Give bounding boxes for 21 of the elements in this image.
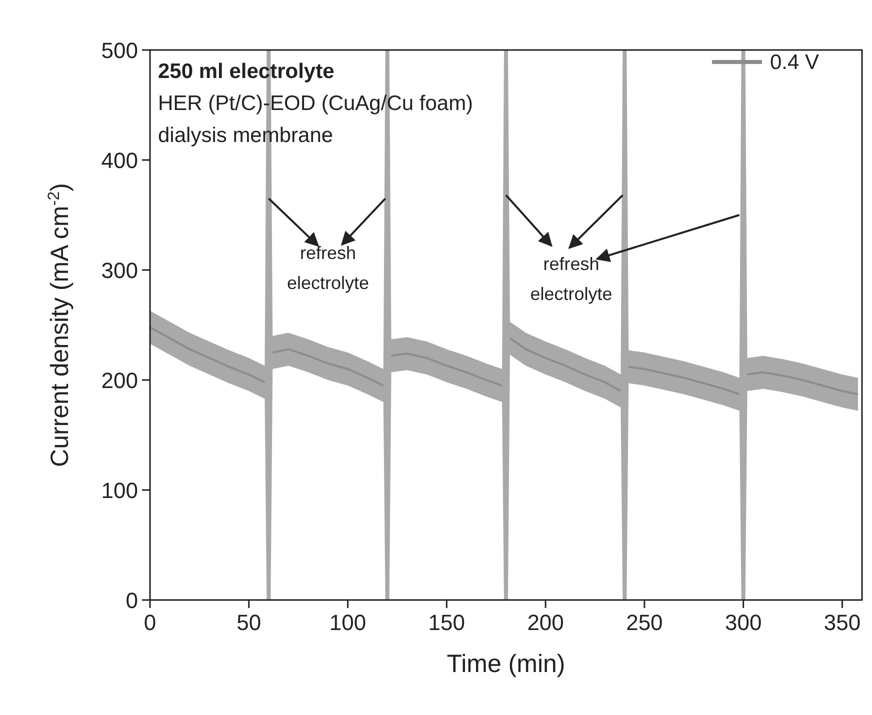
x-axis-title: Time (min): [446, 650, 566, 678]
annotation: 250 ml electrolyte: [158, 60, 334, 83]
annotation: refresh electrolyte: [530, 254, 612, 304]
x-tick-label: 150: [428, 610, 466, 635]
y-tick-label: 300: [101, 258, 138, 283]
y-tick-label: 100: [101, 478, 138, 503]
x-tick-label: 350: [824, 610, 861, 635]
x-tick-label: 300: [724, 610, 762, 635]
annotation: refresh electrolyte: [286, 243, 370, 293]
x-tick-label: 250: [626, 610, 663, 635]
x-tick-label: 0: [144, 610, 156, 635]
y-tick-label: 400: [101, 148, 138, 173]
x-tick-label: 100: [329, 610, 366, 635]
y-tick-label: 0: [126, 588, 138, 613]
annotation: dialysis membrane: [158, 124, 334, 147]
y-tick-label: 500: [101, 38, 138, 63]
legend-label: 0.4 V: [770, 51, 820, 74]
x-tick-label: 50: [236, 610, 262, 635]
annotation: HER (Pt/C)-EOD (CuAg/Cu foam): [158, 92, 474, 115]
x-tick-label: 200: [527, 610, 564, 635]
y-tick-label: 200: [101, 368, 138, 393]
